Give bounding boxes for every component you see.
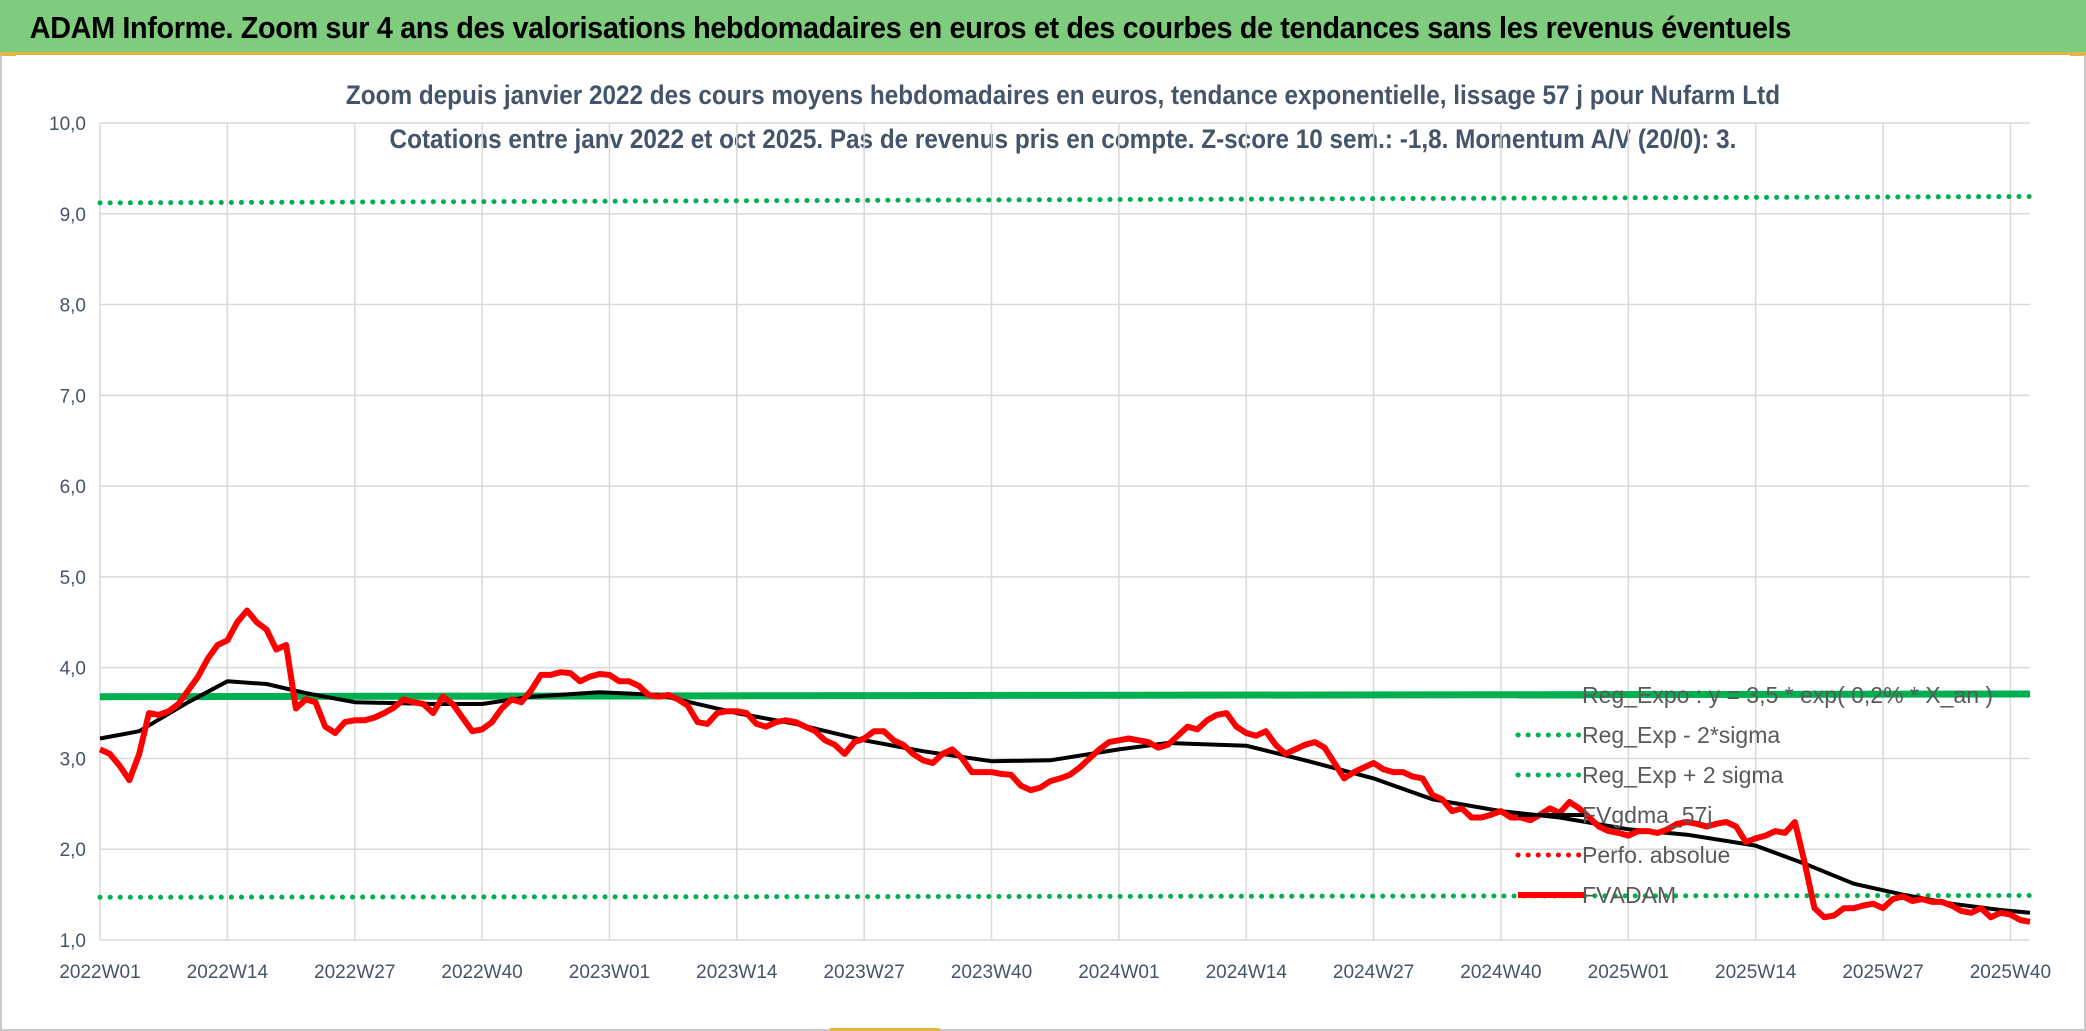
chart-title: Zoom depuis janvier 2022 des cours moyen… xyxy=(345,80,1781,110)
x-tick-label: 2025W40 xyxy=(1970,962,2051,983)
y-tick-label: 3,0 xyxy=(60,749,86,770)
x-tick-label: 2024W14 xyxy=(1206,962,1288,983)
y-tick-label: 1,0 xyxy=(60,931,86,952)
chart-frame xyxy=(0,52,2086,1031)
page-title: ADAM Informe. Zoom sur 4 ans des valoris… xyxy=(29,10,1792,45)
bottom-accent xyxy=(830,1028,940,1031)
y-tick-label: 10,0 xyxy=(49,114,86,135)
x-tick-label: 2023W01 xyxy=(569,962,650,983)
x-tick-label: 2025W01 xyxy=(1588,962,1669,983)
x-tick-label: 2022W40 xyxy=(441,962,522,983)
series-line-5 xyxy=(98,607,2031,925)
legend-label-5: FVADAM xyxy=(1582,882,1676,908)
legend-label-2: Reg_Exp + 2 sigma xyxy=(1582,762,1784,788)
legend-label-1: Reg_Exp - 2*sigma xyxy=(1582,722,1780,748)
grid-layer xyxy=(99,122,2030,941)
x-tick-label: 2022W27 xyxy=(314,962,395,983)
series-line-3 xyxy=(99,679,2031,915)
header-bar: ADAM Informe. Zoom sur 4 ans des valoris… xyxy=(0,0,2086,55)
legend-label-4: Perfo. absolue xyxy=(1582,842,1730,868)
y-tick-label: 7,0 xyxy=(60,386,86,407)
y-tick-label: 8,0 xyxy=(60,296,86,317)
x-tick-label: 2024W40 xyxy=(1460,962,1541,983)
x-tick-label: 2025W27 xyxy=(1842,962,1923,983)
series-line-2 xyxy=(97,194,2033,206)
x-tick-label: 2025W14 xyxy=(1715,962,1797,983)
legend-label-0: Reg_Expo : y = 3,5 * exp( 0,2% * X_an ) xyxy=(1582,682,1993,708)
legend-label-3: FVgdma_57j xyxy=(1582,802,1712,828)
x-tick-label: 2023W14 xyxy=(696,962,778,983)
series-layer xyxy=(97,194,2033,925)
series-line-0 xyxy=(99,690,2031,701)
x-tick-label: 2024W01 xyxy=(1078,962,1159,983)
chart-subtitle: Cotations entre janv 2022 et oct 2025. P… xyxy=(389,124,1737,154)
y-tick-label: 6,0 xyxy=(60,477,86,498)
x-tick-label: 2022W01 xyxy=(59,962,140,983)
y-tick-label: 4,0 xyxy=(60,659,86,680)
y-tick-label: 2,0 xyxy=(60,840,86,861)
x-tick-label: 2023W27 xyxy=(823,962,904,983)
x-tick-label: 2023W40 xyxy=(951,962,1032,983)
series-line-1 xyxy=(97,893,2033,900)
axis-layer: 1,0 2,0 3,0 4,0 5,0 6,0 7,0 8,0 9,0 10,0 2022W01 20… xyxy=(49,114,2051,983)
y-tick-label: 9,0 xyxy=(60,205,86,226)
x-tick-label: 2022W14 xyxy=(187,962,269,983)
legend-layer: Reg_Expo : y = 3,5 * exp( 0,2% * X_an ) R… xyxy=(1515,682,1993,908)
y-tick-label: 5,0 xyxy=(60,568,86,589)
x-tick-label: 2024W27 xyxy=(1333,962,1414,983)
